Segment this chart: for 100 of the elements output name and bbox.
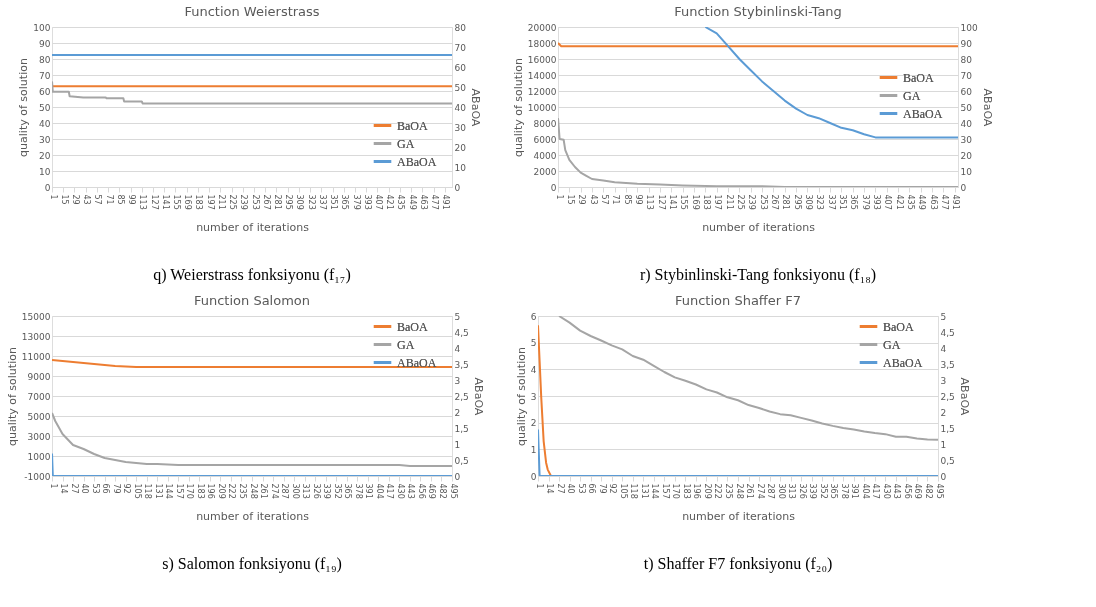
x-tick-label: 313	[787, 483, 797, 499]
y-tick-label: 2000	[533, 166, 557, 177]
x-tick-label: 118	[143, 483, 153, 499]
x-tick-label: 326	[311, 483, 321, 499]
y-tick-label: 4000	[533, 150, 557, 161]
x-tick-label: 323	[815, 194, 825, 210]
legend-label: GA	[397, 136, 415, 151]
x-tick-label: 351	[329, 194, 339, 210]
x-tick-label: 1	[48, 483, 58, 489]
y-tick-label: 6000	[533, 134, 557, 145]
y-tick-label: 50	[39, 102, 51, 113]
x-tick-label: 141	[667, 194, 677, 210]
x-tick-label: 144	[164, 483, 174, 499]
x-tick-label: 105	[132, 483, 142, 499]
x-tick-label: 339	[322, 483, 332, 499]
y2-tick-label: 70	[454, 42, 467, 53]
x-tick-label: 131	[639, 483, 649, 499]
x-tick-label: 477	[430, 194, 440, 210]
y2-tick-label: 50	[454, 82, 467, 93]
y-tick-label: 8000	[533, 118, 557, 129]
x-tick-label: 99	[633, 194, 643, 205]
y-tick-label: 6	[530, 311, 537, 322]
x-tick-label: 183	[195, 483, 205, 499]
x-tick-label: 248	[248, 483, 258, 499]
x-tick-label: 287	[766, 483, 776, 499]
y2-axis-title: ABaOA	[471, 377, 485, 416]
x-tick-label: 183	[194, 194, 204, 210]
x-tick-label: 127	[656, 194, 666, 210]
x-tick-label: 131	[153, 483, 163, 499]
x-tick-label: 417	[385, 483, 395, 499]
line-series	[52, 359, 452, 368]
y2-tick-label: 40	[960, 118, 973, 129]
x-tick-label: 1	[554, 194, 564, 200]
chart-title: Function Salomon	[193, 293, 311, 308]
x-tick-label: 365	[829, 483, 839, 499]
x-tick-label: 379	[860, 194, 870, 210]
x-tick-label: 225	[228, 194, 238, 210]
y2-tick-label: 4	[454, 343, 461, 354]
x-tick-label: 79	[111, 483, 121, 494]
y2-tick-label: 2,5	[940, 391, 955, 402]
x-tick-label: 183	[681, 483, 691, 499]
x-tick-label: 66	[101, 483, 111, 494]
y2-tick-label: 0	[454, 471, 461, 482]
y2-tick-label: 1	[454, 439, 461, 450]
line-series	[52, 412, 452, 467]
x-tick-label: 491	[441, 194, 451, 210]
x-tick-label: 469	[913, 483, 923, 499]
x-tick-label: 391	[850, 483, 860, 499]
x-tick-label: 253	[758, 194, 768, 210]
y-tick-label: 100	[33, 22, 51, 33]
line-series	[558, 316, 938, 441]
y2-tick-label: 30	[454, 122, 467, 133]
x-tick-label: 57	[599, 194, 609, 205]
x-tick-label: 170	[671, 483, 681, 499]
x-tick-label: 71	[611, 194, 621, 205]
x-tick-label: 337	[826, 194, 836, 210]
y2-axis-title: ABaOA	[980, 88, 994, 127]
text: r) Stybinlinski-Tang fonksiyonu (f₁₈)	[639, 266, 877, 284]
y2-tick-label: 20	[454, 142, 467, 153]
legend-label: BaOA	[397, 118, 428, 133]
x-tick-label: 309	[295, 194, 305, 210]
x-tick-label: 57	[93, 194, 103, 205]
x-tick-label: 14	[59, 483, 69, 494]
y-axis-title: quality of solution	[17, 58, 31, 157]
x-tick-label: 127	[149, 194, 159, 210]
y-tick-label: 15000	[21, 311, 51, 322]
y2-tick-label: 80	[960, 54, 973, 65]
y2-tick-label: 0,5	[940, 455, 955, 466]
x-tick-label: 449	[917, 194, 927, 210]
x-tick-label: 295	[284, 194, 294, 210]
y-axis-title: quality of solution	[514, 347, 528, 446]
x-tick-label: 239	[239, 194, 249, 210]
y-tick-label: 20	[39, 150, 51, 161]
y-tick-label: 7000	[27, 391, 51, 402]
x-tick-label: 253	[250, 194, 260, 210]
x-tick-label: 435	[396, 194, 406, 210]
y2-tick-label: 4,5	[454, 327, 469, 338]
x-tick-label: 15	[59, 194, 69, 205]
legend-label: BaOA	[903, 70, 934, 85]
x-tick-label: 443	[406, 483, 416, 499]
x-tick-label: 71	[104, 194, 114, 205]
x-tick-label: 287	[280, 483, 290, 499]
x-tick-label: 491	[951, 194, 961, 210]
x-tick-label: 352	[818, 483, 828, 499]
x-tick-label: 477	[939, 194, 949, 210]
x-tick-label: 323	[306, 194, 316, 210]
y-tick-label: 80	[39, 54, 51, 65]
y-tick-label: 14000	[527, 70, 557, 81]
y-tick-label: 0	[530, 471, 537, 482]
y-tick-label: 30	[39, 134, 51, 145]
legend-label: ABaOA	[397, 355, 437, 370]
y-tick-label: 3	[530, 391, 537, 402]
y2-tick-label: 60	[960, 86, 973, 97]
x-tick-label: 141	[160, 194, 170, 210]
x-tick-label: 443	[892, 483, 902, 499]
x-tick-label: 339	[808, 483, 818, 499]
legend-label: GA	[883, 337, 901, 352]
y-tick-label: 16000	[527, 54, 557, 65]
x-tick-label: 222	[713, 483, 723, 499]
y-tick-label: 11000	[21, 351, 51, 362]
